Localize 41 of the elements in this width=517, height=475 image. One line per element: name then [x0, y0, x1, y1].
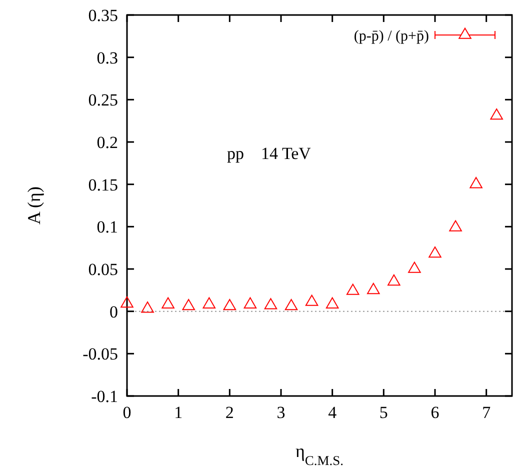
- y-tick-label: 0.1: [96, 218, 118, 237]
- point: [346, 284, 360, 295]
- point: [141, 301, 154, 313]
- x-tick-label: 0: [122, 403, 132, 422]
- y-tick-label: 0.15: [88, 175, 118, 194]
- y-tick-label: 0.35: [88, 6, 118, 25]
- legend-label: (p-p̄) / (p+p̄): [354, 28, 429, 44]
- y-axis-title: A (η): [24, 186, 44, 224]
- point: [408, 262, 421, 273]
- y-tick-label: -0.05: [82, 344, 118, 364]
- point: [326, 297, 339, 308]
- point: [182, 298, 195, 310]
- point: [223, 298, 236, 310]
- point: [388, 274, 400, 286]
- x-tick-label: 4: [328, 403, 338, 422]
- y-tick-label: 0.05: [88, 260, 118, 279]
- x-tick-label: 3: [276, 403, 286, 422]
- y-tick-label: 0.25: [88, 90, 118, 110]
- x-axis-title: η$_{C.M.S.}$: [295, 441, 344, 468]
- x-tick-label: 5: [379, 403, 388, 422]
- point: [244, 297, 257, 308]
- x-tick-label: 7: [482, 403, 492, 422]
- point: [305, 294, 318, 306]
- annotation: pp 14 TeV: [227, 144, 312, 163]
- point: [120, 296, 134, 308]
- y-tick-label: -0.1: [91, 386, 118, 406]
- x-tick-label: 1: [174, 403, 183, 422]
- y-tick-label: 0: [110, 302, 118, 322]
- point: [162, 297, 174, 308]
- point: [428, 246, 442, 258]
- x-tick-label: 2: [225, 403, 234, 422]
- point: [202, 297, 216, 308]
- y-tick-label: 0.2: [96, 132, 118, 152]
- x-tick-label: 6: [430, 403, 440, 422]
- point: [367, 282, 380, 294]
- point: [284, 298, 298, 310]
- point: [264, 298, 278, 310]
- point: [490, 108, 503, 120]
- point: [470, 177, 482, 188]
- point: [449, 220, 462, 232]
- y-tick-label: 0.3: [96, 48, 118, 68]
